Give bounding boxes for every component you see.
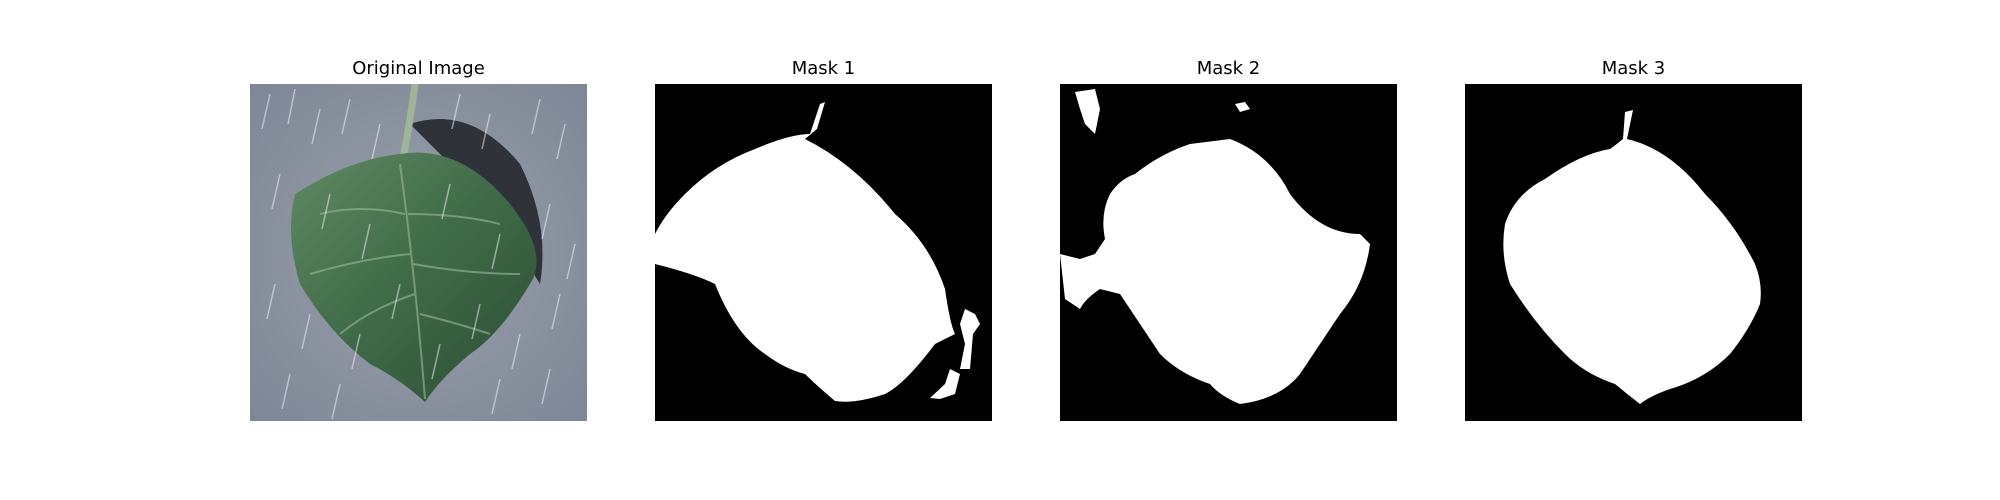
mask-3-image (1465, 84, 1802, 421)
panel-title: Original Image (352, 58, 485, 79)
panel-mask-3: Mask 3 (1465, 58, 1802, 421)
mask-2-image (1060, 84, 1397, 421)
leaf-shadow (410, 119, 543, 284)
mask-foreground (655, 102, 980, 402)
panel-mask-2: Mask 2 (1060, 58, 1397, 421)
panel-title: Mask 2 (1196, 58, 1261, 79)
rain-streaks (261, 88, 576, 420)
panel-title: Mask 3 (1601, 58, 1666, 79)
panel-title: Mask 1 (791, 58, 856, 79)
leaf-veins (309, 163, 521, 400)
panel-original-image: Original Image (250, 58, 587, 421)
mask-foreground (1060, 89, 1370, 404)
panel-mask-1: Mask 1 (655, 58, 992, 421)
mask-foreground (1503, 110, 1761, 404)
original-leaf-photo (250, 84, 587, 421)
mask-1-image (655, 84, 992, 421)
